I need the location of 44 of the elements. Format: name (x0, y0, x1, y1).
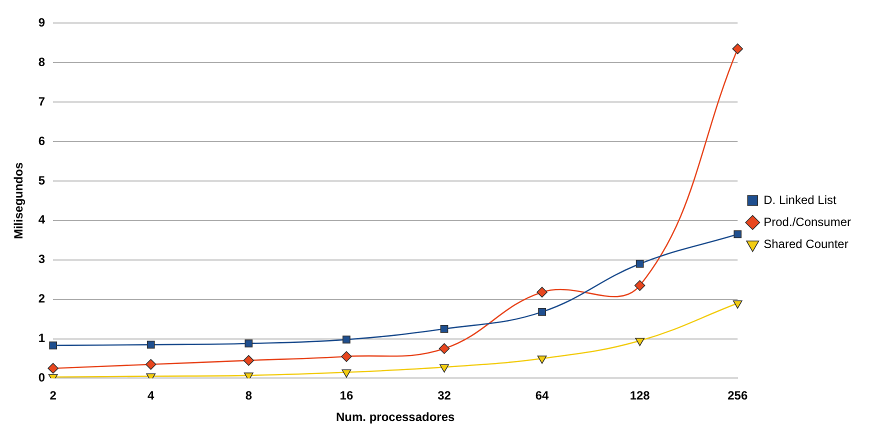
x-tick-label: 256 (728, 388, 748, 403)
point (438, 343, 450, 354)
y-tick-label: 0 (38, 370, 46, 385)
point (146, 340, 155, 349)
legend-label: Shared Counter (764, 236, 848, 251)
point (341, 351, 352, 362)
y-tick-label: 1 (38, 331, 46, 346)
point (636, 260, 644, 268)
point (48, 362, 58, 374)
point (342, 369, 352, 378)
y-tick-label: 9 (38, 16, 46, 30)
legend-label: Prod./Consumer (764, 214, 852, 229)
y-tick-label: 8 (38, 54, 46, 69)
y-axis-title: Milisegundos (12, 162, 26, 240)
point (635, 338, 645, 346)
point (440, 364, 449, 373)
point (440, 324, 448, 333)
point (732, 300, 742, 309)
y-tick-label: 7 (38, 94, 46, 108)
y-tick-label: 5 (38, 173, 46, 188)
x-tick-label: 32 (438, 388, 452, 403)
x-axis-title: Num. processadores (336, 410, 456, 424)
y-tick-label: 3 (38, 252, 46, 266)
point (243, 355, 254, 366)
x-tick-label: 64 (535, 388, 550, 403)
point (244, 340, 253, 348)
point (342, 336, 350, 344)
x-tick-label: 16 (340, 388, 354, 403)
point (734, 230, 742, 238)
point (538, 308, 546, 316)
legend-label: D. Linked List (764, 192, 837, 207)
y-tick-label: 2 (38, 292, 46, 306)
x-tick-label: 4 (148, 388, 155, 403)
point (145, 358, 156, 370)
x-tick-label: 8 (245, 388, 252, 403)
point (536, 286, 548, 298)
point (732, 43, 744, 54)
point (537, 356, 547, 364)
y-tick-label: 6 (38, 134, 46, 148)
point (634, 280, 646, 291)
x-tick-label: 2 (50, 388, 57, 403)
y-tick-label: 4 (38, 212, 46, 227)
x-tick-label: 128 (630, 388, 650, 403)
point (49, 342, 58, 350)
